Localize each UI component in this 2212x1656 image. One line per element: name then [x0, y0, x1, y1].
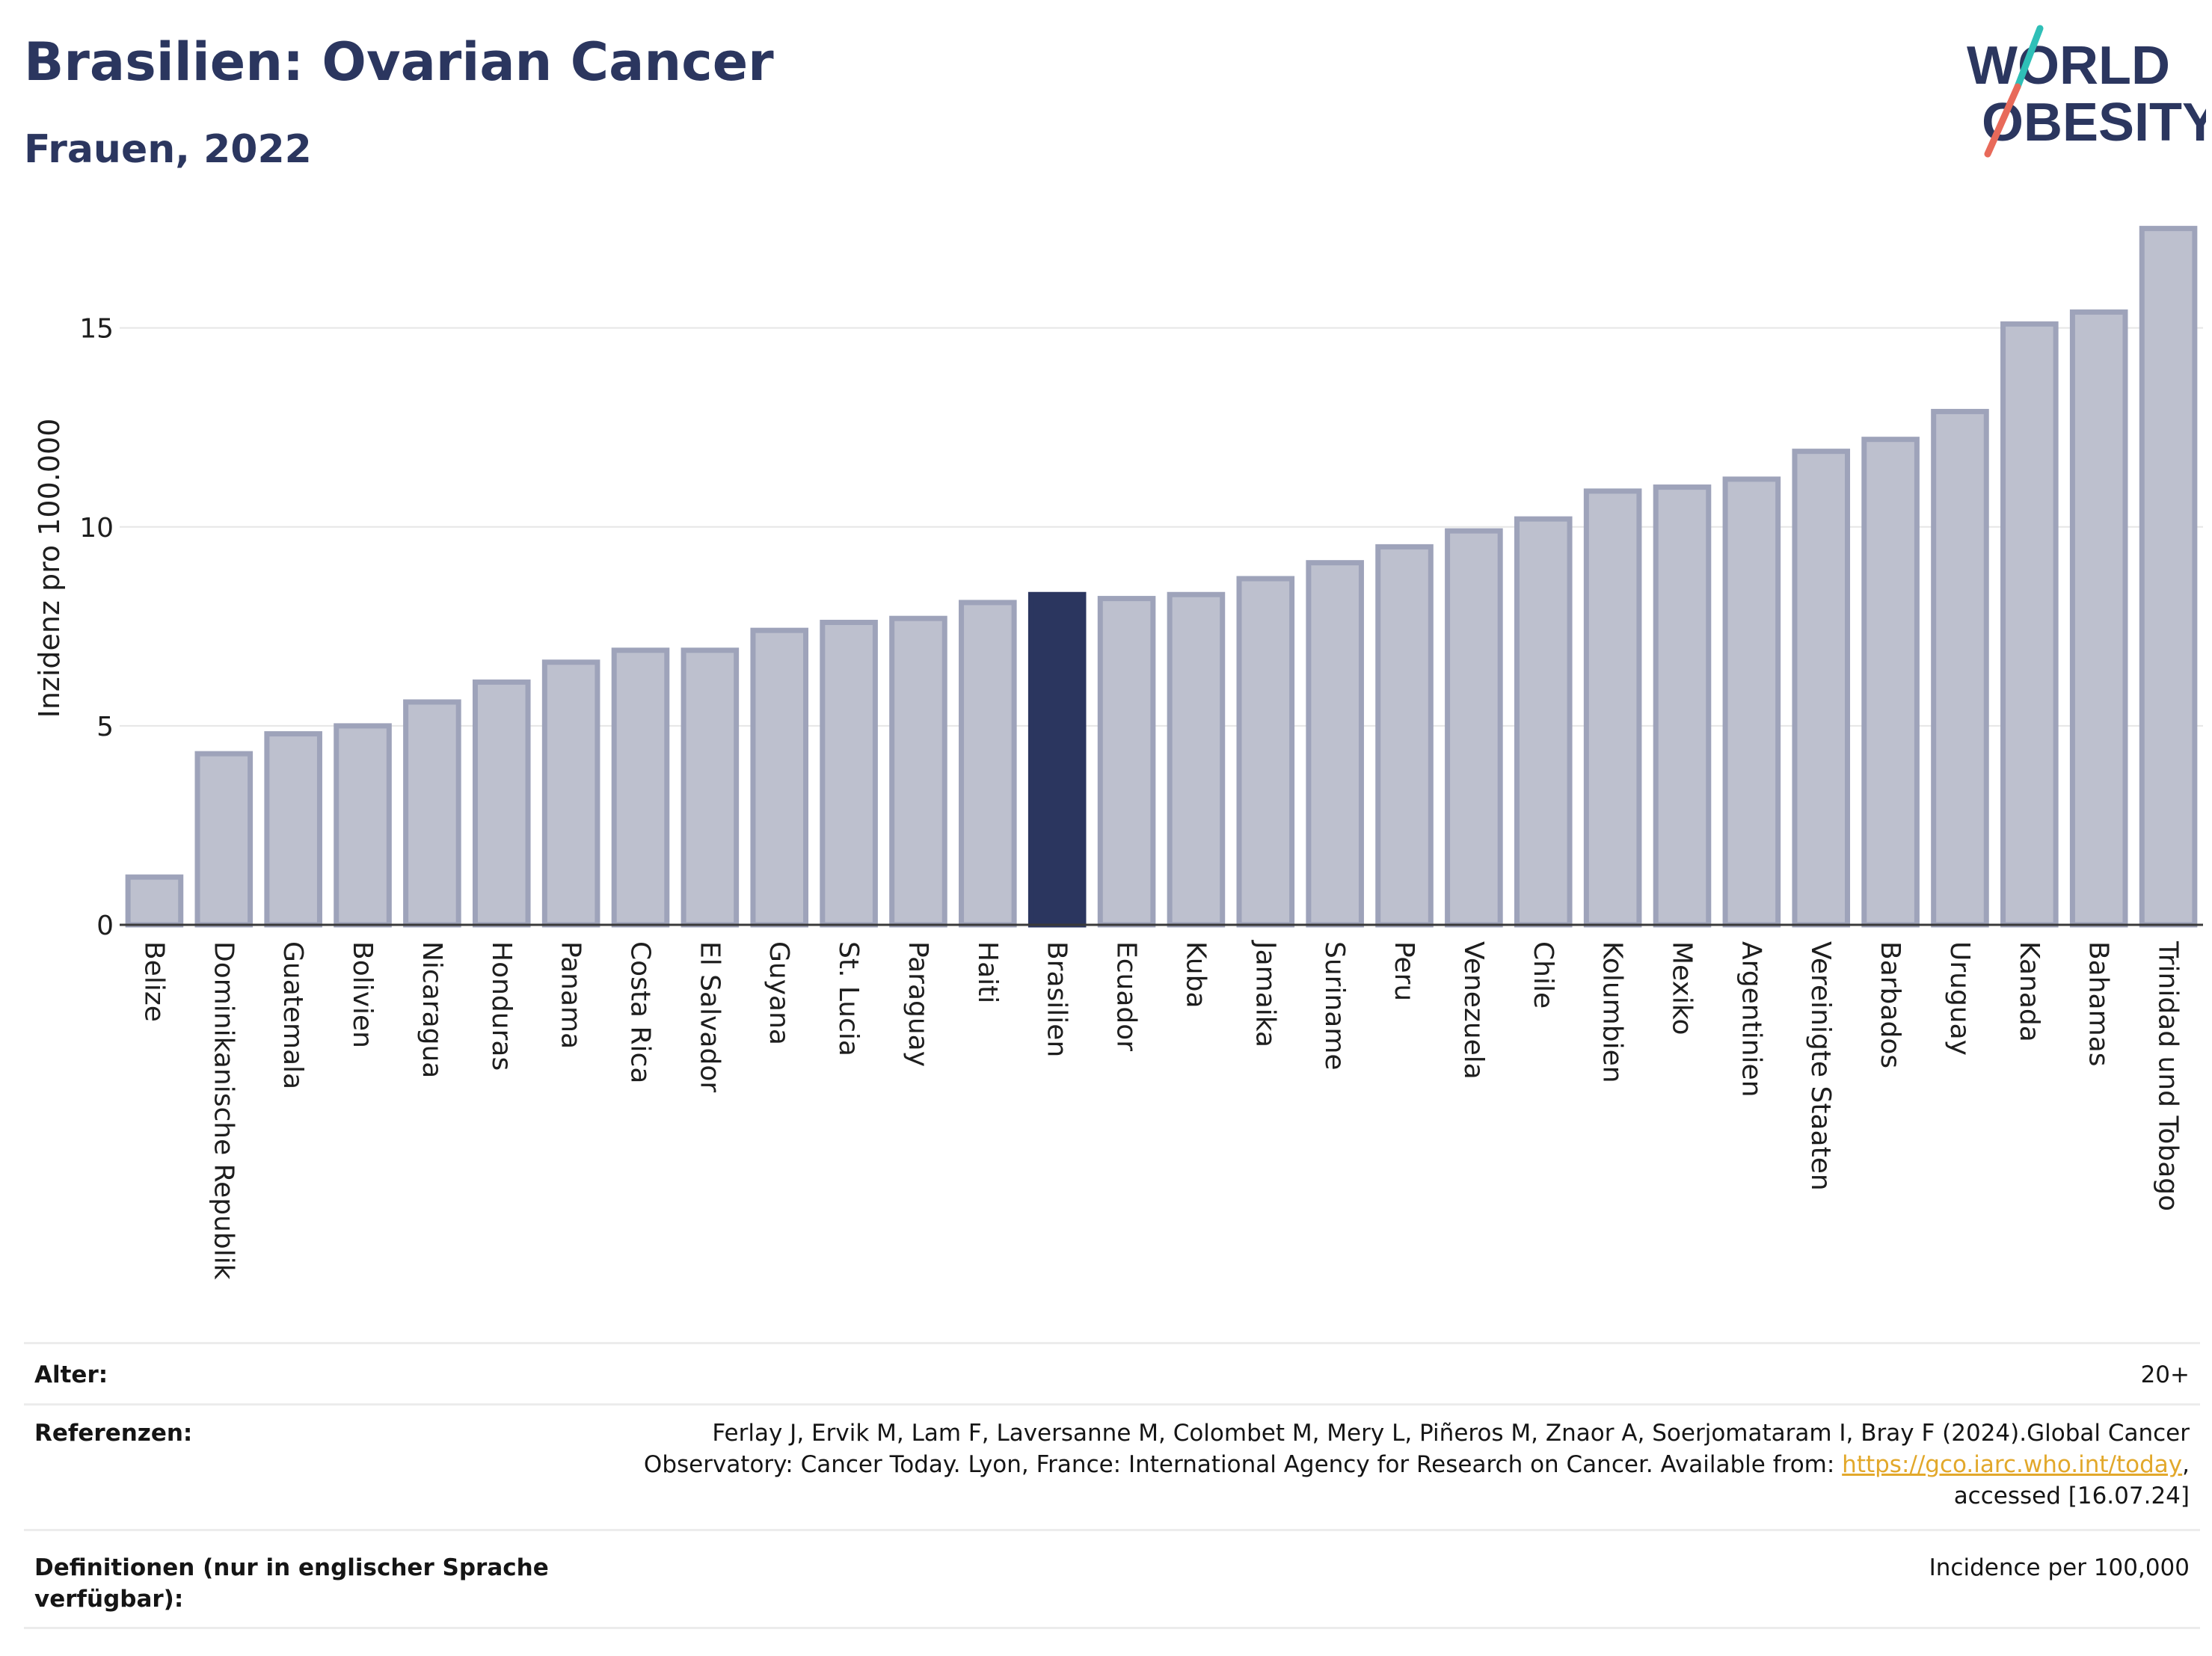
definitions-label-line-2: verfügbar):	[34, 1586, 184, 1613]
bar-kolumbien	[1583, 488, 1642, 928]
info-row-age: Alter: 20+	[24, 1342, 2200, 1406]
x-tick-label: Venezuela	[1458, 941, 1489, 1080]
x-tick-label: Mexiko	[1667, 941, 1698, 1035]
bar-bolivien	[334, 723, 392, 928]
references-text: Ferlay J, Ervik M, Lam F, Laversanne M, …	[644, 1418, 2190, 1512]
reference-link[interactable]: https://gco.iarc.who.int/today	[1842, 1451, 2183, 1478]
bar-ecuador	[1097, 596, 1156, 928]
world-obesity-logo: WORLD OBESITY	[1967, 25, 2206, 158]
y-tick-label: 5	[96, 712, 114, 742]
definitions-label-line-1: Definitionen (nur in englischer Sprache	[34, 1554, 549, 1581]
age-label: Alter:	[34, 1361, 108, 1388]
bar-panama	[541, 659, 600, 928]
reference-line-3: accessed [16.07.24]	[1953, 1483, 2190, 1509]
x-tick-label: Bahamas	[2083, 941, 2114, 1067]
y-tick-label: 0	[96, 911, 114, 941]
x-tick-label: Brasilien	[1042, 941, 1072, 1057]
bar-guatemala	[264, 731, 322, 928]
x-tick-label: Nicaragua	[417, 941, 447, 1078]
bar-chart: 0 5 10 15 Belize Dominikanische Republik Guate…	[79, 226, 2203, 1280]
bar-paraguay	[889, 615, 947, 928]
x-tick-label: Guyana	[764, 941, 794, 1045]
x-tick-label: Kolumbien	[1597, 941, 1628, 1083]
info-row-definitions: Definitionen (nur in englischer Sprache …	[24, 1529, 2200, 1629]
x-tick-label: Chile	[1528, 941, 1558, 1009]
x-tick-label: Uruguay	[1944, 941, 1975, 1056]
definitions-label: Definitionen (nur in englischer Sprache …	[34, 1552, 549, 1615]
reference-line-2-comma: ,	[2182, 1451, 2190, 1478]
bar-venezuela	[1445, 528, 1503, 928]
x-tick-label: St. Lucia	[833, 941, 864, 1056]
bar-trinidad-und-tobago	[2139, 226, 2198, 928]
bar-dominikanische-republik	[194, 751, 254, 928]
x-tick-label: Kuba	[1180, 941, 1211, 1009]
bar-mexiko	[1653, 484, 1712, 928]
x-tick-label: Ecuador	[1111, 941, 1142, 1051]
reference-line-1: Ferlay J, Ervik M, Lam F, Laversanne M, …	[712, 1420, 2190, 1447]
x-tick-label: Dominikanische Republik	[208, 941, 239, 1280]
x-tick-label: Barbados	[1875, 941, 1905, 1068]
x-tick-label: Guatemala	[277, 941, 308, 1089]
age-value: 20+	[2140, 1361, 2190, 1388]
bar-uruguay	[1931, 408, 1989, 928]
bar-kuba	[1167, 591, 1226, 928]
x-tick-label: Kanada	[2014, 941, 2044, 1042]
x-tick-label: Honduras	[486, 941, 517, 1071]
x-tick-label: El Salvador	[694, 941, 725, 1092]
x-tick-label: Jamaika	[1250, 940, 1280, 1047]
definitions-value: Incidence per 100,000	[1929, 1554, 2190, 1581]
logo-line1: WORLD	[1967, 36, 2170, 96]
bar-haiti	[959, 600, 1017, 928]
bar-el-salvador	[681, 647, 740, 928]
y-tick-label: 15	[79, 314, 114, 345]
x-tick-label: Bolivien	[347, 941, 378, 1048]
x-tick-label: Suriname	[1319, 941, 1350, 1071]
logo-line2: OBESITY	[1982, 93, 2206, 153]
reference-line-2-text: Observatory: Cancer Today. Lyon, France:…	[643, 1451, 1843, 1478]
bar-st-lucia	[820, 620, 878, 928]
bar-belize	[125, 874, 184, 928]
x-tick-label: Panama	[556, 941, 586, 1049]
reference-line-2: Observatory: Cancer Today. Lyon, France:…	[644, 1449, 2190, 1480]
x-tick-label: Paraguay	[903, 941, 933, 1067]
x-tick-label: Vereinigte Staaten	[1805, 941, 1836, 1191]
x-tick-label: Haiti	[972, 941, 1003, 1003]
chart-title: Brasilien: Ovarian Cancer	[24, 31, 774, 93]
x-tick-label: Peru	[1389, 941, 1419, 1001]
bar-bahamas	[2069, 309, 2128, 928]
y-tick-label: 10	[79, 513, 114, 544]
bar-brasilien	[1027, 591, 1087, 928]
bar-kanada	[2000, 321, 2059, 928]
x-tick-label: Costa Rica	[625, 941, 656, 1083]
bar-peru	[1375, 544, 1434, 928]
references-label: Referenzen:	[34, 1420, 193, 1447]
bar-argentinien	[1722, 476, 1781, 928]
bar-guyana	[750, 627, 809, 928]
bar-suriname	[1306, 560, 1364, 928]
bar-vereinigte-staaten	[1792, 449, 1851, 928]
bar-jamaika	[1236, 576, 1295, 928]
bar-costa-rica	[611, 647, 670, 928]
bar-nicaragua	[403, 699, 461, 928]
bar-honduras	[472, 679, 531, 928]
x-tick-label: Trinidad und Tobago	[2153, 941, 2184, 1211]
info-row-references: Referenzen: Ferlay J, Ervik M, Lam F, La…	[24, 1403, 2200, 1531]
bar-barbados	[1861, 437, 1920, 928]
x-tick-label: Belize	[138, 941, 169, 1022]
bar-chile	[1514, 516, 1573, 928]
chart-subtitle: Frauen, 2022	[24, 127, 312, 172]
x-tick-label: Argentinien	[1736, 941, 1766, 1098]
